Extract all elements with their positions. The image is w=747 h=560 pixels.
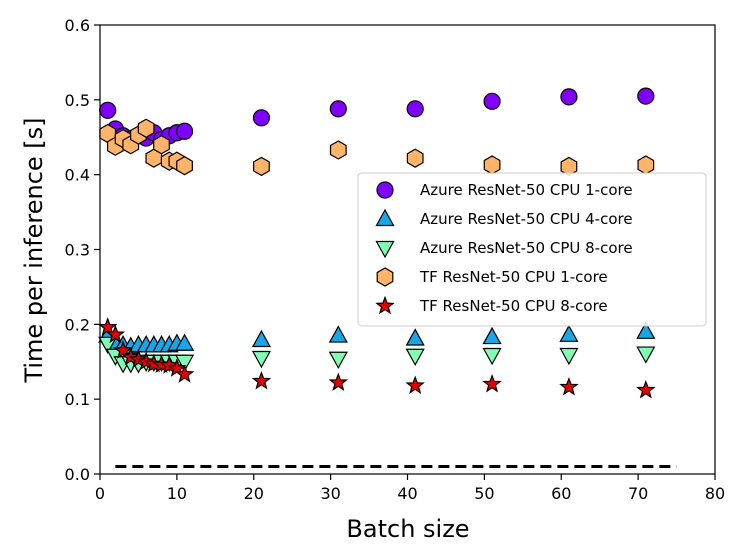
data-point [559,324,579,342]
legend-marker [376,267,394,287]
legend-label: TF ResNet-50 CPU 8-core [419,297,608,315]
data-point [329,140,347,160]
data-point [153,135,170,155]
legend-marker [376,181,394,199]
legend-marker [375,295,395,315]
data-point [253,156,270,177]
data-point [559,376,579,396]
data-point [99,101,117,119]
x-tick-label: 30 [320,484,340,503]
x-tick-label: 10 [167,484,187,503]
legend-label: Azure ResNet-50 CPU 1-core [420,181,633,199]
data-point [405,328,425,346]
legend-label: Azure ResNet-50 CPU 8-core [420,239,633,257]
legend-box [357,172,707,327]
data-point [482,347,502,366]
legend-label: Azure ResNet-50 CPU 4-core [420,210,633,228]
data-point [559,347,579,366]
data-point [637,155,655,175]
data-point [328,372,349,391]
data-point [328,351,348,370]
y-tick-label: 0.0 [65,465,90,484]
data-point [483,92,501,110]
y-tick-label: 0.1 [65,390,90,409]
data-point [482,326,502,345]
data-point [406,148,424,168]
x-tick-label: 70 [628,484,648,503]
data-point [328,325,348,343]
legend-marker [375,240,395,259]
legend-item: Azure ResNet-50 CPU 1-core [376,181,633,199]
data-point [97,317,118,336]
data-point [251,370,272,390]
data-point [329,100,347,118]
x-tick-label: 40 [397,484,417,503]
legend-item: TF ResNet-50 CPU 8-core [375,295,608,315]
data-point [251,350,272,369]
x-axis: 0 10 20 30 40 50 60 70 80 [95,474,725,503]
y-tick-label: 0.3 [65,241,90,260]
data-point [405,375,425,394]
data-point [137,118,155,138]
plot-area [97,24,716,475]
legend-item: Azure ResNet-50 CPU 4-core [375,208,633,228]
y-tick-label: 0.2 [65,315,90,334]
series-5 [97,317,656,399]
data-point [174,364,195,383]
data-point [252,109,271,127]
y-axis-title: Time per inference [s] [20,117,48,383]
data-point [251,329,272,348]
data-point [636,321,656,339]
data-point [105,324,126,344]
y-axis: 0.0 0.1 0.2 0.3 0.4 0.5 0.6 [65,16,100,484]
data-point [482,373,502,393]
legend-label: TF ResNet-50 CPU 1-core [419,268,608,286]
data-point [560,88,578,106]
x-axis-title: Batch size [346,515,469,543]
y-tick-label: 0.5 [65,91,90,110]
x-tick-label: 50 [474,484,494,503]
legend: Azure ResNet-50 CPU 1-core Azure ResNet-5… [357,172,707,327]
x-tick-label: 80 [705,484,725,503]
x-tick-label: 0 [95,484,105,503]
legend-item: TF ResNet-50 CPU 1-core [376,267,608,287]
y-tick-label: 0.4 [65,166,90,185]
x-tick-label: 60 [551,484,571,503]
data-point [483,155,501,175]
data-point [636,346,656,364]
x-tick-label: 20 [244,484,264,503]
data-point [175,122,194,140]
data-point [636,379,656,399]
legend-marker [375,208,395,227]
data-point [637,87,655,105]
data-point [174,333,195,351]
y-tick-label: 0.6 [65,16,90,35]
data-point [174,354,195,372]
series-4 [99,118,655,177]
legend-item: Azure ResNet-50 CPU 8-core [375,239,633,259]
data-point [405,348,425,367]
data-point [176,155,193,176]
data-point [406,100,424,118]
